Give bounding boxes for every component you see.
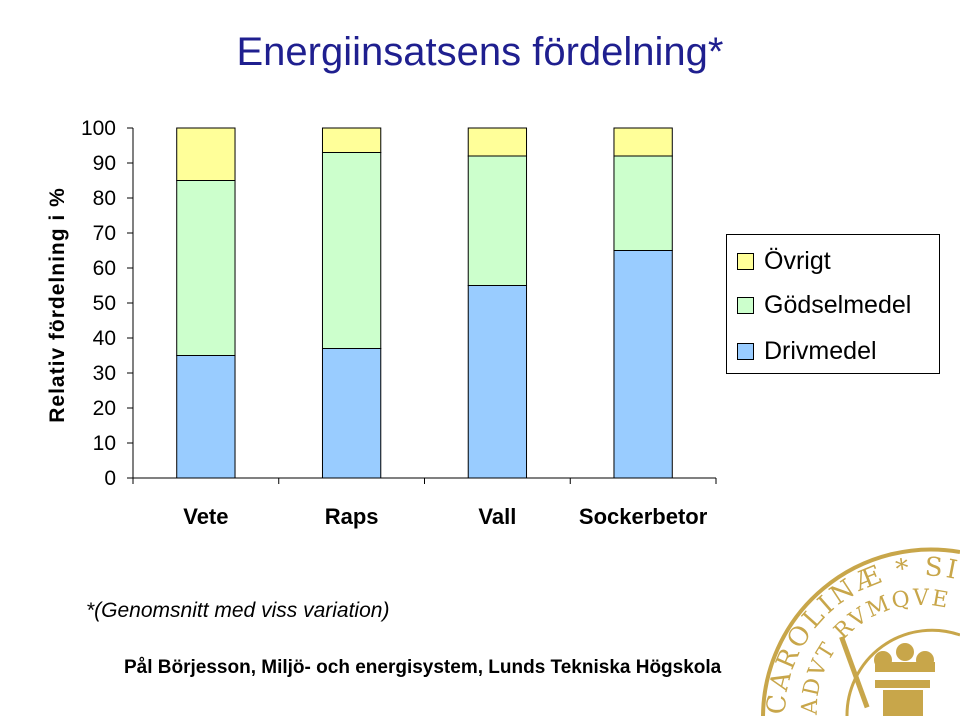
- x-category-label-sockerbetor: Sockerbetor: [579, 504, 708, 529]
- slide-title: Energiinsatsens fördelning*: [236, 30, 724, 74]
- x-category-label-vall: Vall: [478, 504, 516, 529]
- bar-vall-övrigt: [467, 127, 528, 157]
- bar-raps-övrigt: [321, 127, 382, 153]
- legend-item-godselmedel: Gödselmedel: [737, 290, 911, 320]
- legend-swatch-godselmedel: [737, 296, 754, 314]
- bar-sockerbetor-gödselmedel: [613, 155, 673, 251]
- bar-vete-drivmedel: [176, 355, 236, 479]
- stacked-bar-chart: 0 10 20 30 40 50 60 70 80 90 100 Vete Raps Vall Socker…: [81, 117, 717, 529]
- x-category-label-raps: Raps: [325, 504, 379, 529]
- bar-sockerbetor-övrigt: [613, 127, 673, 157]
- y-tick-label-80: 80: [93, 187, 116, 210]
- y-tick-label-50: 50: [93, 292, 116, 315]
- y-tick-label-60: 60: [93, 257, 116, 280]
- legend-item-ovrigt: Övrigt: [737, 246, 831, 276]
- y-tick-label-10: 10: [93, 432, 116, 455]
- bar-raps-gödselmedel: [321, 152, 382, 349]
- y-tick-label-100: 100: [81, 117, 116, 140]
- author-credit: Pål Börjesson, Miljö- och energisystem, …: [124, 657, 722, 678]
- bar-vall-gödselmedel: [467, 155, 528, 286]
- university-seal-logo: CAROLINÆ * SIGILL ADVT RVMQVE: [755, 540, 960, 716]
- legend-label-drivmedel: Drivmedel: [764, 336, 877, 365]
- bar-vete-övrigt: [176, 127, 236, 181]
- footnote: *(Genomsnitt med viss variation): [86, 599, 390, 622]
- y-tick-label-30: 30: [93, 362, 116, 385]
- bar-sockerbetor-drivmedel: [613, 250, 673, 479]
- y-tick-label-20: 20: [93, 397, 116, 420]
- bar-vete-gödselmedel: [176, 180, 236, 356]
- chart-legend: Övrigt Gödselmedel Drivmedel: [726, 234, 940, 374]
- y-tick-label-90: 90: [93, 152, 116, 175]
- legend-item-drivmedel: Drivmedel: [737, 336, 877, 366]
- bar-vall-drivmedel: [467, 285, 528, 479]
- y-tick-label-0: 0: [104, 467, 116, 490]
- legend-swatch-drivmedel: [737, 342, 754, 360]
- x-category-label-vete: Vete: [183, 504, 228, 529]
- legend-label-godselmedel: Gödselmedel: [764, 290, 912, 319]
- y-tick-label-70: 70: [93, 222, 116, 245]
- legend-label-ovrigt: Övrigt: [764, 246, 831, 275]
- legend-swatch-ovrigt: [737, 252, 754, 270]
- y-tick-label-40: 40: [93, 327, 116, 350]
- bar-raps-drivmedel: [321, 348, 382, 479]
